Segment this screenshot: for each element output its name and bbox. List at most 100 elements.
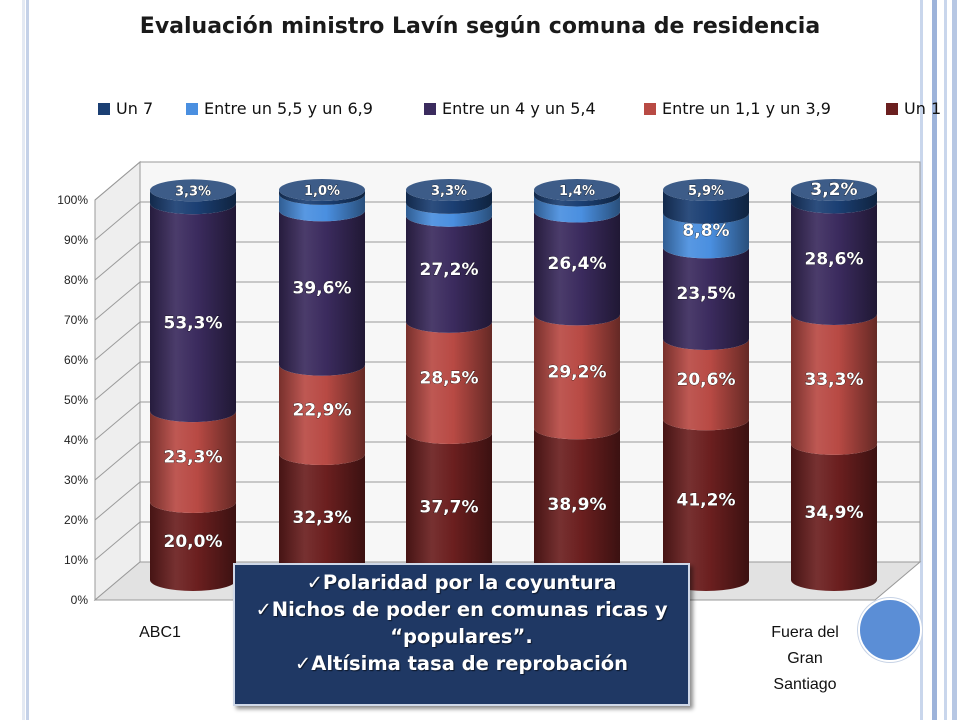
data-label: 23,3% xyxy=(164,448,223,468)
bar-segment-Un 1 xyxy=(279,454,365,591)
callout-text: Polaridad por la coyuntura xyxy=(322,571,617,594)
data-label: 28,5% xyxy=(420,368,479,388)
bar-segment-Entre un 4 y un 5,4 xyxy=(534,211,620,326)
bar-segment-Entre un 4 y un 5,4 xyxy=(279,210,365,376)
gridline-side xyxy=(94,441,141,481)
category-label-line: Gran xyxy=(787,650,823,667)
bar-segment-Entre un 1,1 y un 3,9 xyxy=(791,314,877,455)
legend-label: Un 7 xyxy=(116,99,154,118)
bar-top-cap xyxy=(406,179,492,201)
bar-segment-Un 7 xyxy=(279,190,365,205)
legend-swatch xyxy=(98,102,110,115)
bar-segment-Entre un 1,1 y un 3,9 xyxy=(150,411,236,513)
bar-segment-Entre un 4 y un 5,4 xyxy=(150,203,236,423)
bar-segment-Un 1 xyxy=(663,419,749,591)
callout-item: ✓Altísima tasa de reprobación xyxy=(241,650,682,677)
bar-segment-Un 7 xyxy=(150,190,236,215)
bar-segment-Entre un 1,1 y un 3,9 xyxy=(534,314,620,440)
data-label: 27,2% xyxy=(420,260,479,280)
right-rail-2 xyxy=(932,0,937,720)
legend-swatch xyxy=(424,102,436,115)
right-rail-3 xyxy=(944,0,947,720)
bar-segment-Un 7 xyxy=(663,190,749,224)
data-label: 33,3% xyxy=(805,370,864,390)
gridline-side xyxy=(94,401,141,441)
data-label: 53,3% xyxy=(164,313,223,333)
data-label: 26,4% xyxy=(548,254,607,274)
right-rail-4 xyxy=(952,0,957,720)
data-label: 22,9% xyxy=(293,400,352,420)
data-label: 41,2% xyxy=(677,491,736,511)
data-label: 23,5% xyxy=(677,284,736,304)
callout-item: ✓Nichos de poder en comunas ricas y “pop… xyxy=(241,596,682,650)
bar-segment-Entre un 1,1 y un 3,9 xyxy=(279,364,365,466)
category-label-abc1: ABC1 xyxy=(139,624,181,641)
data-label: 5,9% xyxy=(688,184,724,199)
data-label: 1,4% xyxy=(559,184,595,199)
legend-swatch xyxy=(886,102,898,115)
gridline-side xyxy=(94,201,141,241)
category-label-fuera-del-gran-santiago: Fuera del Gran Santiago xyxy=(755,620,855,698)
legend-item: Entre un 5,5 y un 6,9 xyxy=(186,99,373,118)
bar-segment-Entre un 1,1 y un 3,9 xyxy=(663,338,749,431)
callout-text: Altísima tasa de reprobación xyxy=(311,652,629,675)
callout-item: ✓Polaridad por la coyuntura xyxy=(241,569,682,596)
y-tick-label: 100% xyxy=(57,193,88,207)
bar-segment-Entre un 5,5 y un 6,9 xyxy=(534,195,620,223)
y-tick-label: 40% xyxy=(64,433,88,447)
bar-top-cap xyxy=(150,179,236,202)
y-tick-label: 10% xyxy=(64,553,88,567)
data-label: 3,3% xyxy=(175,184,211,199)
category-label-line: Fuera del xyxy=(771,624,839,641)
category-label-line: Santiago xyxy=(773,676,837,693)
data-label: 3,2% xyxy=(810,180,857,200)
data-label: 20,0% xyxy=(164,532,223,552)
left-rail-inner xyxy=(26,0,29,720)
data-label: 29,2% xyxy=(548,362,607,382)
bar-segment-Un 1 xyxy=(406,432,492,591)
chart-legend: Un 7 Entre un 5,5 y un 6,9 Entre un 4 y un… xyxy=(0,99,960,121)
bar-top-cap xyxy=(791,179,877,201)
decorative-circle xyxy=(858,598,922,662)
legend-swatch xyxy=(644,102,656,115)
gridline-side xyxy=(94,521,141,561)
bar-segment-Entre un 4 y un 5,4 xyxy=(663,247,749,350)
legend-item: Un 1 xyxy=(886,99,941,118)
legend-swatch xyxy=(186,102,198,115)
y-tick-label: 0% xyxy=(71,593,89,607)
check-icon: ✓ xyxy=(294,652,312,675)
legend-label: Entre un 5,5 y un 6,9 xyxy=(204,99,373,118)
y-tick-label: 90% xyxy=(64,233,88,247)
bar-segment-Un 1 xyxy=(534,428,620,591)
bar-segment-Entre un 5,5 y un 6,9 xyxy=(406,202,492,227)
check-icon: ✓ xyxy=(255,598,272,621)
bar-segment-Entre un 5,5 y un 6,9 xyxy=(279,193,365,222)
y-tick-label: 60% xyxy=(64,353,88,367)
gridline-side xyxy=(94,161,141,201)
right-rail-1 xyxy=(920,0,923,720)
left-rail xyxy=(22,0,25,720)
data-label: 28,6% xyxy=(805,249,864,269)
legend-label: Entre un 4 y un 5,4 xyxy=(442,99,596,118)
y-tick-label: 80% xyxy=(64,273,88,287)
gridline-side xyxy=(94,321,141,361)
legend-label: Entre un 1,1 y un 3,9 xyxy=(662,99,831,118)
bar-segment-Un 1 xyxy=(791,443,877,591)
data-label: 3,3% xyxy=(431,184,467,199)
bar-segment-Entre un 1,1 y un 3,9 xyxy=(406,321,492,444)
y-tick-label: 70% xyxy=(64,313,88,327)
gridline-side xyxy=(94,281,141,321)
data-label: 39,6% xyxy=(293,279,352,299)
gridline-side xyxy=(94,481,141,521)
y-tick-label: 20% xyxy=(64,513,88,527)
data-label: 34,9% xyxy=(805,503,864,523)
bar-segment-Un 7 xyxy=(791,190,877,214)
legend-item: Entre un 1,1 y un 3,9 xyxy=(644,99,831,118)
bar-segment-Un 7 xyxy=(406,190,492,214)
data-label: 32,3% xyxy=(293,508,352,528)
legend-item: Un 7 xyxy=(98,99,153,118)
legend-label: Un 1 xyxy=(904,99,942,118)
data-label: 1,0% xyxy=(304,184,340,199)
